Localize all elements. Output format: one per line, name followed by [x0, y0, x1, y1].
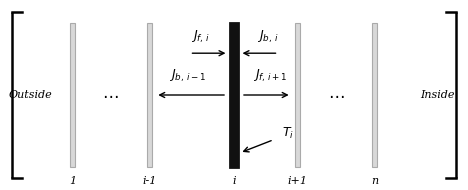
Text: $J_{b,\,i-1}$: $J_{b,\,i-1}$: [168, 68, 206, 84]
Text: 1: 1: [69, 176, 76, 185]
Bar: [230, 23, 238, 167]
Text: Inside: Inside: [420, 90, 455, 100]
Text: $\cdots$: $\cdots$: [328, 86, 344, 104]
Text: Outside: Outside: [8, 90, 52, 100]
Text: i: i: [232, 176, 236, 185]
Text: $T_i$: $T_i$: [282, 125, 294, 141]
Text: i+1: i+1: [287, 176, 307, 185]
Text: $J_{f,\,i}$: $J_{f,\,i}$: [191, 29, 210, 45]
Text: $J_{f,\,i+1}$: $J_{f,\,i+1}$: [253, 68, 287, 84]
Bar: [372, 23, 377, 167]
Bar: [70, 23, 75, 167]
Bar: [147, 23, 152, 167]
Bar: [295, 23, 300, 167]
Text: $\cdots$: $\cdots$: [102, 86, 118, 104]
Text: $J_{b,\,i}$: $J_{b,\,i}$: [257, 29, 278, 45]
Text: n: n: [371, 176, 378, 185]
Text: i-1: i-1: [143, 176, 157, 185]
